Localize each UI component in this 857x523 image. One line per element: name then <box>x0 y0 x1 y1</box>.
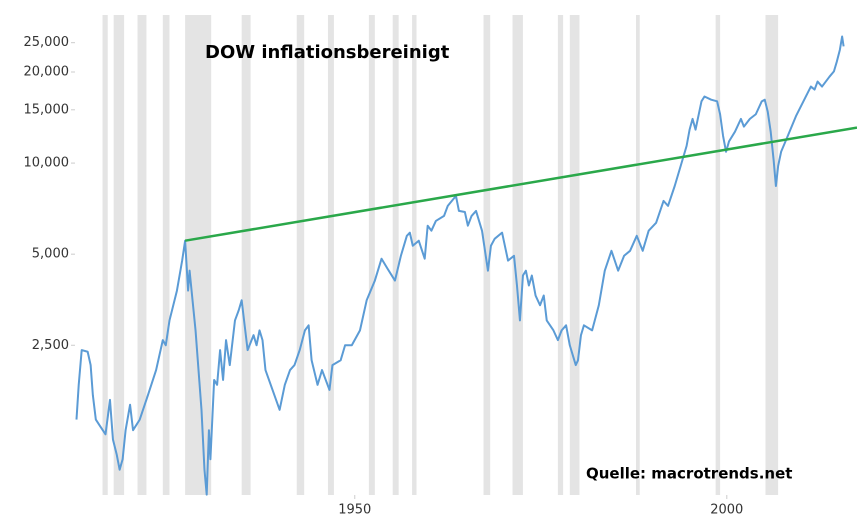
x-tick-label: 1950 <box>338 503 371 518</box>
recession-band <box>185 15 212 495</box>
chart-title: DOW inflationsbereinigt <box>205 42 450 63</box>
recession-band <box>102 15 108 495</box>
axes: 2,500 5,000 10,000 15,000 20,000 25,000 1950 20… <box>24 35 744 517</box>
x-tick-label: 2000 <box>710 503 743 518</box>
recession-band <box>512 15 523 495</box>
recession-band <box>162 15 170 495</box>
y-tick-label: 2,500 <box>32 338 69 353</box>
recession-band <box>392 15 399 495</box>
y-tick-label: 15,000 <box>24 102 70 117</box>
lines <box>75 35 857 496</box>
recession-band <box>765 15 779 495</box>
recession-band <box>241 15 251 495</box>
recession-band <box>327 15 334 495</box>
recession-band <box>715 15 721 495</box>
source-note: Quelle: macrotrends.net <box>586 465 792 483</box>
recession-band <box>557 15 564 495</box>
y-tick-label: 25,000 <box>24 35 70 50</box>
recession-band <box>569 15 580 495</box>
recession-band <box>412 15 417 495</box>
y-tick-label: 20,000 <box>24 65 70 80</box>
y-tick-label: 10,000 <box>24 156 70 171</box>
recession-band <box>296 15 305 495</box>
recession-band <box>137 15 147 495</box>
recession-bands <box>102 15 779 495</box>
index-line <box>75 35 845 496</box>
recession-band <box>636 15 640 495</box>
recession-band <box>368 15 375 495</box>
recession-band <box>113 15 125 495</box>
recession-band <box>483 15 491 495</box>
trend-line <box>184 126 857 242</box>
y-tick-label: 5,000 <box>32 247 69 262</box>
